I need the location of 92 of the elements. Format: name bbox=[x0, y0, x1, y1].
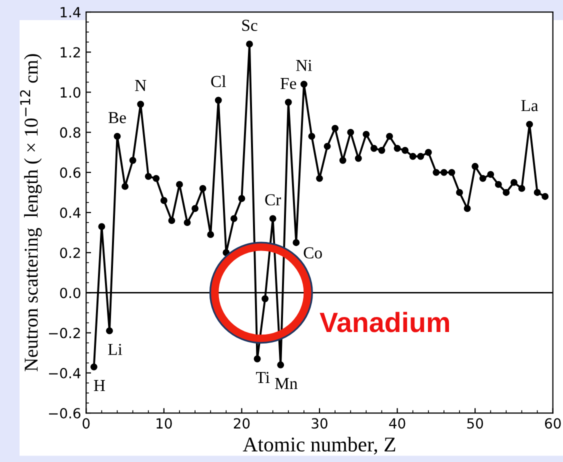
point bbox=[409, 152, 416, 160]
y-tick-label: 1.4 bbox=[60, 7, 80, 18]
point bbox=[262, 295, 269, 302]
annotation: Vanadium bbox=[320, 312, 449, 332]
x-tick-label: 60 bbox=[545, 418, 561, 429]
annotation: Cl bbox=[211, 75, 226, 88]
point bbox=[300, 80, 308, 88]
x-tick-label: 40 bbox=[389, 418, 406, 429]
y-tick-label: 0.4 bbox=[60, 207, 80, 218]
point bbox=[238, 195, 246, 202]
point bbox=[106, 327, 113, 334]
point bbox=[207, 231, 214, 238]
point bbox=[370, 144, 378, 152]
point bbox=[160, 197, 168, 204]
point bbox=[137, 100, 144, 108]
point bbox=[90, 363, 98, 370]
annotation: La bbox=[521, 100, 538, 112]
x-axis-title: Atomic number, Z bbox=[242, 436, 396, 455]
point bbox=[144, 172, 152, 180]
y-tick-label: 0.2 bbox=[60, 248, 80, 258]
annotation: Cr bbox=[265, 194, 282, 206]
point bbox=[448, 168, 456, 176]
y-tick-label: −0.6 bbox=[49, 408, 80, 418]
y-tick-label: 0.8 bbox=[60, 127, 80, 138]
point bbox=[440, 168, 448, 176]
point bbox=[378, 146, 386, 154]
x-tick-label: 0 bbox=[82, 418, 90, 429]
point bbox=[347, 128, 354, 136]
point bbox=[542, 193, 549, 200]
y-tick-label: 0.0 bbox=[60, 288, 80, 298]
point bbox=[98, 223, 106, 230]
y-tick-label: −0.4 bbox=[49, 368, 80, 378]
point bbox=[464, 205, 471, 212]
x-tick-label: 10 bbox=[156, 418, 172, 429]
x-tick-label: 50 bbox=[467, 418, 483, 429]
y-tick-label: 1.0 bbox=[60, 87, 80, 98]
point bbox=[487, 170, 494, 178]
point bbox=[316, 174, 323, 182]
annotation: Co bbox=[304, 247, 322, 258]
point bbox=[214, 96, 222, 104]
annotation: H bbox=[94, 380, 105, 391]
point bbox=[168, 217, 176, 224]
point bbox=[114, 132, 121, 140]
point bbox=[292, 239, 300, 246]
point bbox=[192, 205, 199, 212]
point bbox=[534, 188, 541, 196]
annotation: Fe bbox=[280, 78, 296, 90]
annotation: Be bbox=[108, 112, 126, 124]
point bbox=[424, 148, 432, 156]
point bbox=[510, 178, 518, 186]
point bbox=[339, 156, 346, 164]
point bbox=[394, 144, 401, 152]
point bbox=[277, 361, 284, 368]
point bbox=[254, 355, 261, 362]
point bbox=[284, 98, 292, 106]
point bbox=[129, 156, 136, 164]
point bbox=[402, 146, 409, 154]
annotation: Ni bbox=[296, 60, 312, 71]
point bbox=[518, 184, 526, 192]
annotation: Ti bbox=[256, 372, 270, 383]
point bbox=[269, 215, 276, 222]
point bbox=[386, 132, 393, 140]
annotation: Mn bbox=[275, 378, 298, 389]
point bbox=[417, 152, 424, 160]
point bbox=[526, 120, 533, 128]
annotation: Sc bbox=[242, 20, 258, 31]
point bbox=[502, 188, 510, 196]
point bbox=[324, 142, 331, 150]
point bbox=[176, 180, 183, 188]
point bbox=[432, 168, 440, 176]
point bbox=[472, 162, 479, 170]
point bbox=[354, 154, 362, 162]
y-tick-label: −0.2 bbox=[49, 328, 80, 338]
point bbox=[332, 124, 339, 132]
point bbox=[479, 174, 486, 182]
x-tick-label: 20 bbox=[234, 418, 250, 429]
annotation: Li bbox=[108, 344, 122, 355]
point bbox=[230, 215, 238, 222]
point bbox=[456, 188, 463, 196]
point bbox=[184, 219, 191, 226]
point bbox=[152, 174, 160, 182]
point bbox=[199, 184, 206, 192]
x-tick-label: 30 bbox=[312, 418, 328, 429]
point bbox=[308, 132, 316, 140]
point bbox=[494, 180, 502, 188]
y-axis-title: Neutron scattering length ( × 10$^{−12}$ cm) bbox=[20, 54, 42, 372]
point bbox=[246, 40, 253, 48]
point bbox=[122, 182, 129, 190]
point bbox=[362, 130, 370, 138]
y-tick-label: 1.2 bbox=[60, 47, 80, 58]
y-tick-label: 0.6 bbox=[60, 167, 80, 178]
annotation: N bbox=[135, 80, 146, 91]
